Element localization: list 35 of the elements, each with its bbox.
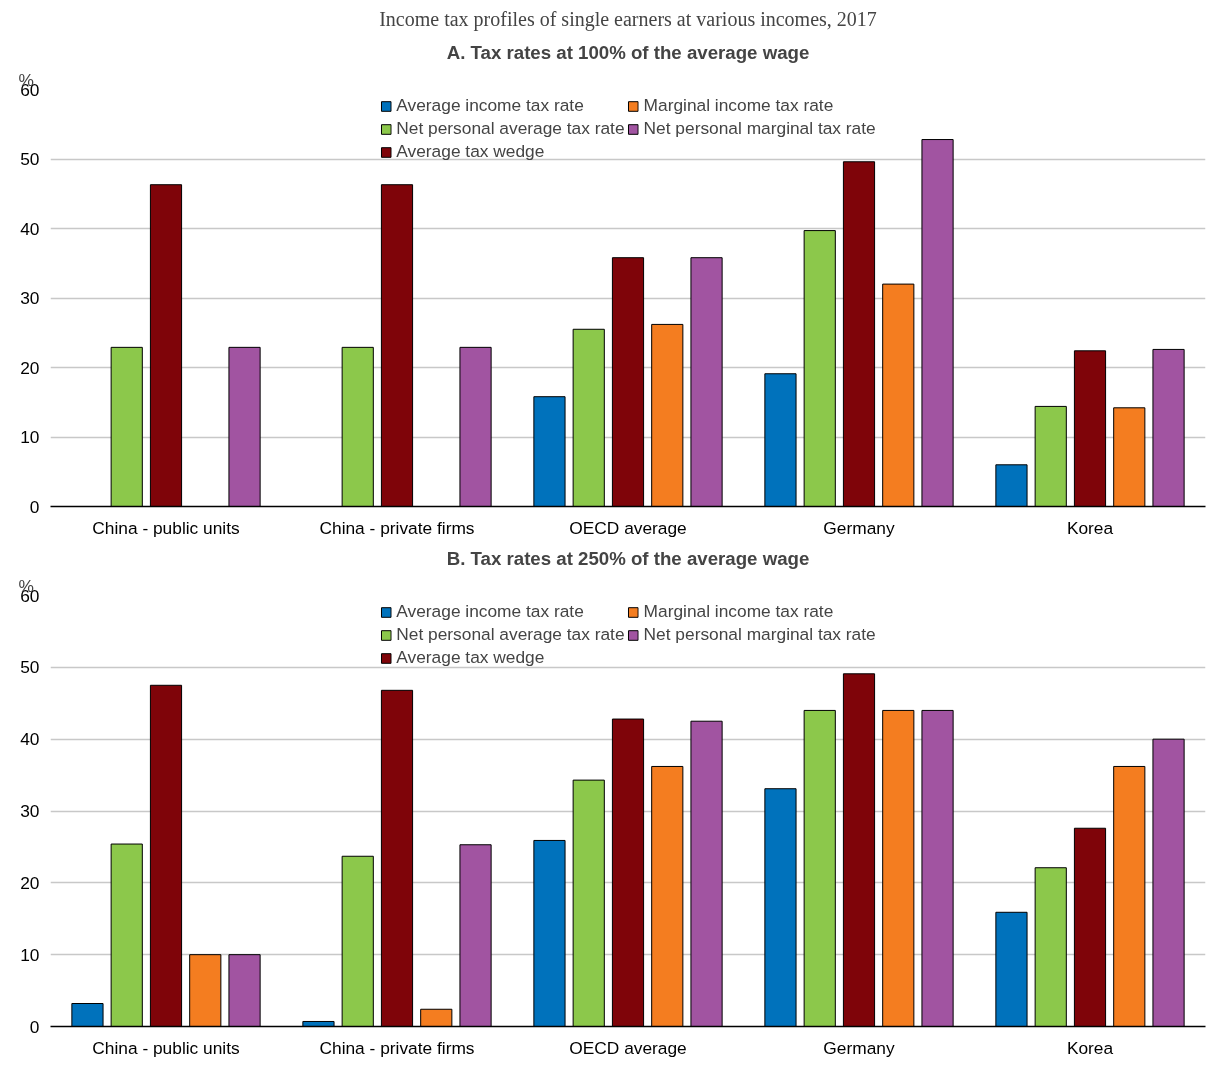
chart-subtitle: A. Tax rates at 100% of the average wage <box>446 41 810 63</box>
chart-title: B. Tax rates at 250% of the average wage <box>446 547 810 569</box>
legend-label: Marginal income tax rate <box>643 95 834 116</box>
legend-label: Average income tax rate <box>396 95 584 116</box>
y-tick-label: 30 <box>20 288 40 308</box>
x-tick-label: OECD average <box>569 517 687 538</box>
y-tick-label: 20 <box>20 872 40 893</box>
legend-label: Marginal income tax rate <box>643 601 834 622</box>
x-tick-label: Germany <box>823 1037 895 1058</box>
x-tick-label: China - private firms <box>319 517 475 538</box>
y-tick-label: 0 <box>29 496 40 517</box>
y-tick-label: 0 <box>29 1016 40 1037</box>
legend-label: Average tax wedge <box>396 141 545 162</box>
y-tick-label: 50 <box>20 657 40 678</box>
legend-label: Net personal average tax rate <box>396 624 625 645</box>
legend-label: Average tax wedge <box>396 647 545 668</box>
legend-label: Net personal average tax rate <box>396 118 625 139</box>
legend-label: Average income tax rate <box>396 601 584 622</box>
x-tick-label: China - public units <box>92 1037 241 1058</box>
legend-label: Net personal marginal tax rate <box>643 118 876 139</box>
legend-label: Net personal marginal tax rate <box>643 624 876 645</box>
y-tick-label: 10 <box>20 944 40 965</box>
y-tick-label: 40 <box>20 729 40 750</box>
x-tick-label: Germany <box>823 517 895 538</box>
x-tick-label: China - public units <box>92 517 241 538</box>
y-tick-label: 10 <box>20 427 40 447</box>
x-tick-label: China - private firms <box>319 1037 475 1058</box>
x-tick-label: Korea <box>1066 1037 1114 1058</box>
y-tick-label: 40 <box>20 218 40 239</box>
chart-title: Income tax profiles of single earners at various incomes, 2017 <box>379 7 877 31</box>
x-tick-label: OECD average <box>569 1037 687 1058</box>
x-tick-label: Korea <box>1066 517 1114 538</box>
y-tick-label: 30 <box>20 801 40 821</box>
y-tick-label: 50 <box>20 149 40 169</box>
y-tick-label: 20 <box>20 357 40 378</box>
